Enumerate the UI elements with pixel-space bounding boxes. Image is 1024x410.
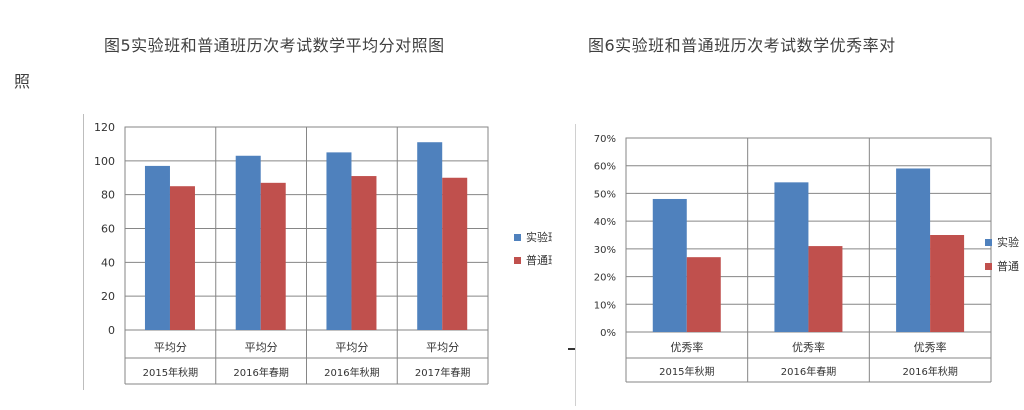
y-tick-label: 0% — [600, 328, 616, 339]
bar-regular — [686, 257, 721, 332]
y-tick-label: 100 — [94, 155, 115, 168]
y-tick-label: 70% — [594, 134, 616, 145]
bar-regular — [808, 246, 843, 332]
bar-regular — [169, 186, 195, 330]
y-tick-label: 60 — [101, 223, 115, 236]
bar-regular — [351, 176, 377, 330]
y-tick-label: 0 — [108, 324, 115, 337]
y-tick-label: 20% — [594, 273, 616, 284]
category-label: 平均分 — [154, 341, 187, 354]
chart-caption-average-score-continued: 照 — [14, 72, 31, 91]
period-label: 2015年秋期 — [659, 365, 714, 378]
y-tick-label: 20 — [101, 290, 115, 303]
legend-swatch — [514, 257, 521, 264]
bar-experimental — [896, 168, 931, 332]
bar-experimental — [652, 198, 687, 332]
period-label: 2015年秋期 — [143, 366, 198, 379]
y-tick-label: 50% — [594, 189, 616, 200]
legend-label: 实验班 — [526, 230, 552, 244]
category-label: 平均分 — [426, 341, 459, 354]
y-tick-label: 30% — [594, 245, 616, 256]
excellence-rate-chart-panel: 0% 10% 20% 30% 40% 50% 60% 70% 优秀率 2015年秋期 优秀率 2016… — [576, 124, 1024, 406]
y-tick-label: 10% — [594, 300, 616, 311]
excellence-rate-chart: 0%10%20%30%40%50%60%70%优秀率2015年秋期优秀率2016… — [594, 134, 1019, 383]
category-label: 优秀率 — [792, 340, 825, 354]
y-tick-label: 40 — [101, 256, 115, 269]
y-tick-label: 80 — [101, 189, 115, 202]
bar-experimental — [326, 152, 352, 330]
chart-caption-excellence-rate: 图6实验班和普通班历次考试数学优秀率对 — [588, 36, 896, 55]
legend-label: 普通班 — [526, 253, 552, 267]
bar-experimental — [144, 165, 170, 330]
category-label: 平均分 — [245, 341, 278, 354]
legend-swatch — [514, 234, 521, 241]
bar-experimental — [235, 155, 261, 330]
bar-regular — [930, 235, 965, 332]
y-tick-label: 60% — [594, 162, 616, 173]
average-score-chart: 020406080100120平均分2015年秋期平均分2016年春期平均分20… — [94, 121, 559, 385]
bar-experimental — [417, 142, 443, 330]
legend-label: 普通 — [997, 259, 1019, 273]
separator-dash — [568, 348, 578, 350]
legend-swatch — [985, 239, 992, 246]
legend-label: 实验 — [997, 235, 1019, 249]
legend-swatch — [985, 263, 992, 270]
bar-experimental — [774, 182, 809, 332]
bar-regular — [260, 182, 286, 330]
y-tick-label: 120 — [94, 121, 115, 134]
average-score-chart-panel: 0 20 40 60 80 100 120 平均分 2015年秋期 平均分 2016年春期 平均分 20… — [84, 114, 559, 390]
chart-caption-average-score: 图5实验班和普通班历次考试数学平均分对照图 — [104, 36, 445, 55]
period-label: 2016年春期 — [233, 366, 288, 379]
period-label: 2017年春期 — [415, 366, 470, 379]
category-label: 优秀率 — [914, 340, 947, 354]
period-label: 2016年秋期 — [902, 365, 957, 378]
category-label: 平均分 — [335, 341, 368, 354]
y-tick-label: 40% — [594, 217, 616, 228]
bar-regular — [442, 177, 468, 330]
period-label: 2016年春期 — [781, 365, 836, 378]
period-label: 2016年秋期 — [324, 366, 379, 379]
category-label: 优秀率 — [670, 340, 703, 354]
